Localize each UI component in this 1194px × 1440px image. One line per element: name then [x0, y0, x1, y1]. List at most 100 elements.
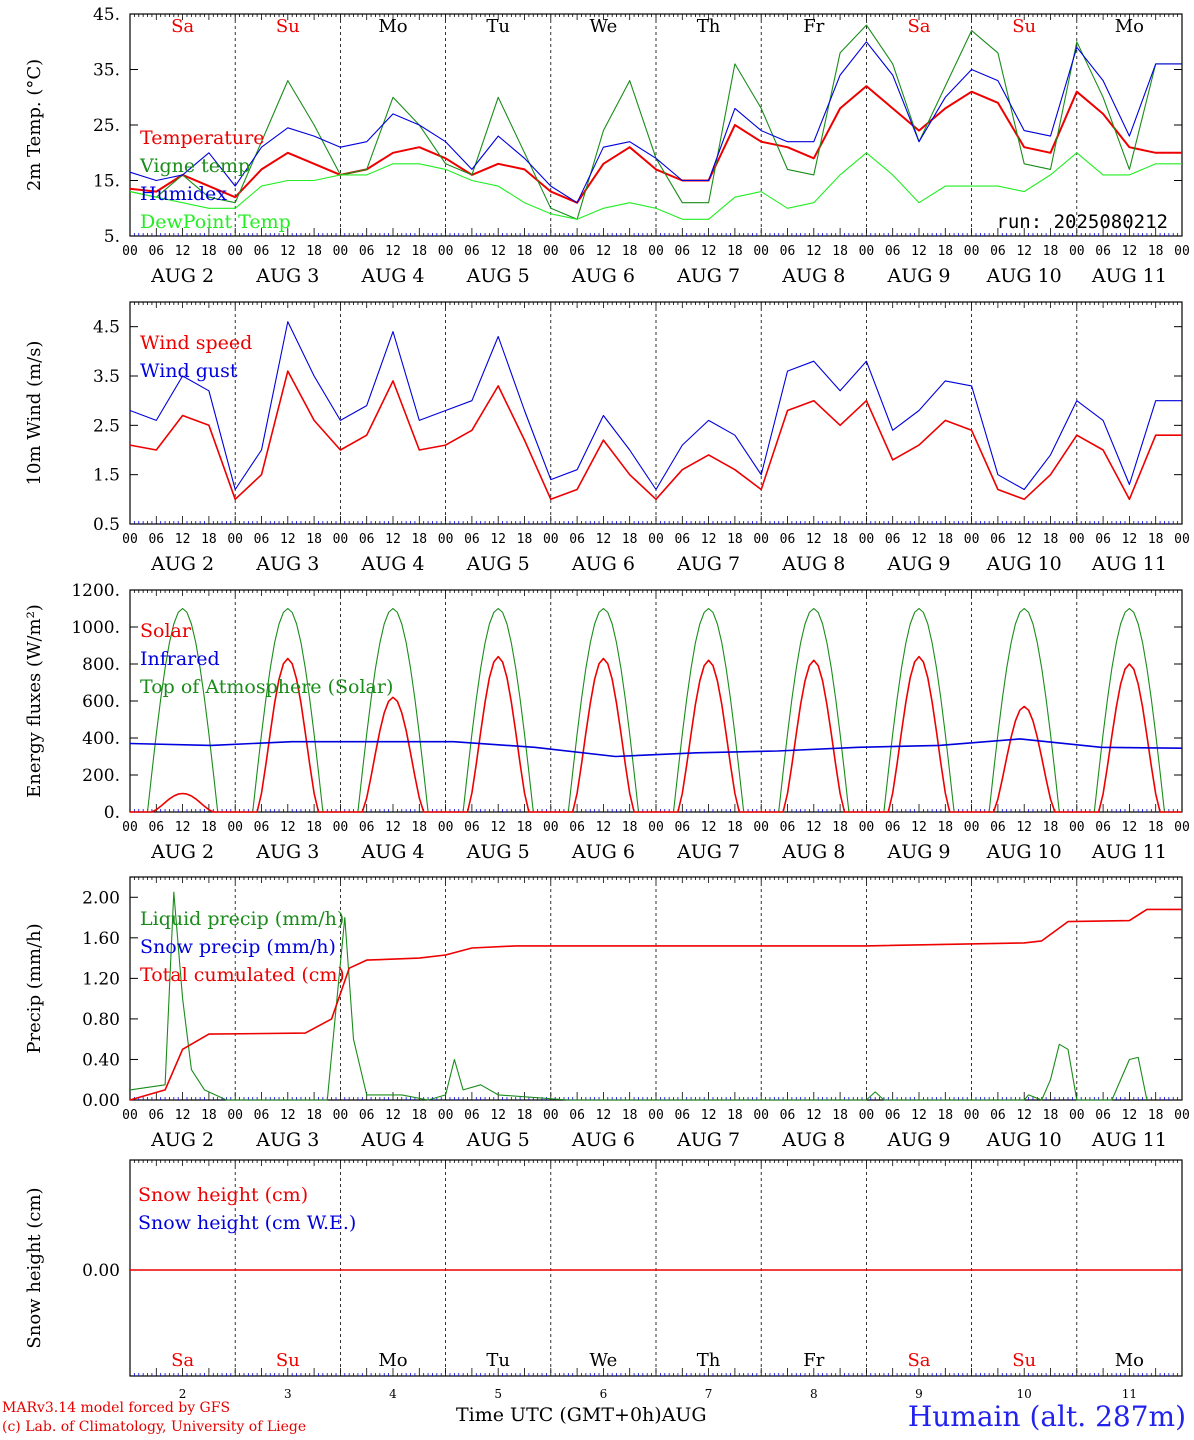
day-number: 5 [494, 1387, 502, 1401]
weekday-label: Mo [378, 16, 407, 37]
hour-label: 12 [806, 532, 822, 547]
y-tick-label: 4.5 [93, 318, 120, 338]
hour-label: 12 [596, 532, 612, 547]
weekday-label: Su [276, 16, 300, 37]
hour-label: 00 [438, 820, 454, 835]
series-wind-gust [129, 321, 1182, 491]
hour-label: 00 [122, 532, 138, 547]
y-tick-label: 0.00 [82, 1261, 120, 1281]
weekday-label: Sa [907, 16, 930, 37]
hour-label: 18 [727, 244, 743, 259]
hour-label: 06 [464, 532, 480, 547]
hour-label: 06 [148, 244, 164, 259]
date-label: AUG 10 [986, 265, 1062, 287]
date-label: AUG 9 [886, 841, 950, 863]
hour-label: 06 [885, 1108, 901, 1123]
day-number: 4 [389, 1387, 397, 1401]
hour-label: 06 [148, 532, 164, 547]
hour-label: 18 [517, 820, 533, 835]
legend-entry: Infrared [140, 648, 220, 670]
y-axis-label: 2m Temp. (°C) [24, 59, 45, 191]
hour-label: 00 [1174, 532, 1190, 547]
legend-entry: Temperature [140, 127, 264, 149]
y-tick-label: 0.40 [82, 1050, 120, 1070]
weekday-label: Mo [1115, 16, 1144, 37]
legend-entry: Wind speed [140, 332, 252, 354]
hour-label: 00 [543, 1108, 559, 1123]
date-label: AUG 5 [466, 553, 530, 575]
hour-label: 12 [911, 532, 927, 547]
y-tick-label: 0.00 [82, 1091, 120, 1111]
y-tick-label: 600. [82, 692, 120, 712]
hour-label: 00 [859, 1108, 875, 1123]
station-name: Humain (alt. 287m) [907, 1400, 1186, 1433]
legend-entry: Total cumulated (cm) [140, 964, 345, 986]
hour-label: 00 [1069, 532, 1085, 547]
hour-label: 18 [832, 1108, 848, 1123]
hour-label: 18 [517, 532, 533, 547]
hour-label: 12 [490, 532, 506, 547]
hour-label: 06 [359, 1108, 375, 1123]
hour-label: 12 [1122, 532, 1138, 547]
weekday-label: Sa [907, 1350, 930, 1371]
date-label: AUG 7 [676, 265, 740, 287]
date-label: AUG 2 [150, 841, 214, 863]
hour-label: 12 [490, 1108, 506, 1123]
weekday-label: Su [276, 1350, 300, 1371]
hour-label: 18 [517, 1108, 533, 1123]
hour-label: 12 [1122, 1108, 1138, 1123]
hour-label: 06 [990, 532, 1006, 547]
hour-label: 18 [727, 532, 743, 547]
hour-label: 18 [1148, 1108, 1164, 1123]
weekday-label: Tu [486, 16, 510, 37]
hour-label: 06 [990, 244, 1006, 259]
y-tick-label: 1.20 [82, 969, 120, 989]
hour-label: 06 [1095, 244, 1111, 259]
hour-label: 00 [648, 532, 664, 547]
hour-label: 12 [175, 820, 191, 835]
day-number: 2 [179, 1387, 187, 1401]
hour-label: 12 [1016, 820, 1032, 835]
hour-label: 06 [254, 244, 270, 259]
hour-label: 18 [306, 532, 322, 547]
date-label: AUG 10 [986, 1129, 1062, 1151]
hour-label: 00 [648, 1108, 664, 1123]
hour-label: 12 [596, 1108, 612, 1123]
date-label: AUG 3 [255, 265, 319, 287]
hour-label: 00 [1174, 820, 1190, 835]
hour-label: 18 [832, 532, 848, 547]
hour-label: 12 [175, 532, 191, 547]
y-axis-label: Precip (mm/h) [24, 923, 45, 1053]
weekday-label: Th [697, 1350, 721, 1371]
hour-label: 12 [596, 244, 612, 259]
date-label: AUG 11 [1091, 1129, 1167, 1151]
x-axis-title-text: Time UTC (GMT+0h) [456, 1404, 662, 1426]
hour-label: 06 [990, 820, 1006, 835]
day-number: 3 [284, 1387, 292, 1401]
hour-label: 06 [1095, 1108, 1111, 1123]
hour-label: 18 [727, 1108, 743, 1123]
hour-label: 12 [385, 1108, 401, 1123]
hour-label: 00 [753, 1108, 769, 1123]
hour-label: 00 [122, 1108, 138, 1123]
date-label: AUG 9 [886, 1129, 950, 1151]
series-infrared [129, 738, 1183, 758]
hour-label: 00 [648, 244, 664, 259]
hour-label: 12 [280, 532, 296, 547]
hour-label: 06 [674, 244, 690, 259]
panel-5 [129, 1159, 1183, 1377]
hour-label: 18 [622, 244, 638, 259]
hour-label: 00 [859, 244, 875, 259]
date-label: AUG 11 [1091, 553, 1167, 575]
hour-label: 18 [201, 532, 217, 547]
hour-label: 18 [622, 532, 638, 547]
hour-label: 12 [596, 820, 612, 835]
hour-label: 12 [490, 820, 506, 835]
legend-entry: Liquid precip (mm/h) [140, 908, 344, 930]
hour-label: 12 [385, 532, 401, 547]
hour-label: 18 [201, 244, 217, 259]
hour-label: 06 [885, 244, 901, 259]
hour-label: 06 [990, 1108, 1006, 1123]
hour-label: 12 [280, 820, 296, 835]
